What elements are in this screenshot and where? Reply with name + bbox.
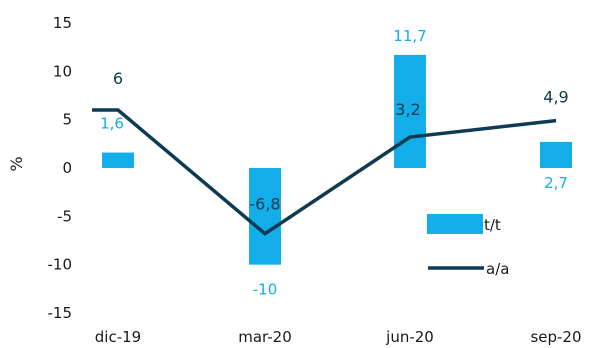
y-tick-label: 0 [62, 159, 72, 177]
bar-label-tt: 1,6 [100, 115, 124, 133]
bar-tt-mar-20 [249, 168, 281, 265]
bar-tt-jun-20 [394, 54, 426, 168]
y-axis-tick-labels: 15 10 5 0 -5 -10 -15 [48, 14, 73, 322]
line-label-aa: 3,2 [395, 100, 420, 119]
x-tick-label: dic-19 [95, 328, 141, 346]
x-tick-label: sep-20 [530, 328, 581, 346]
y-tick-label: 15 [53, 14, 72, 32]
line-series-aa [92, 108, 557, 236]
x-axis-tick-labels: dic-19 mar-20 jun-20 sep-20 [95, 328, 582, 346]
y-axis-title: % [7, 156, 26, 171]
line-aa [92, 108, 557, 236]
bar-label-tt: 2,7 [544, 174, 568, 192]
bar-label-tt: 11,7 [393, 27, 426, 45]
bar-tt-dic-19 [102, 152, 134, 168]
legend-swatch-tt [427, 214, 483, 234]
legend-label-tt: t/t [484, 216, 501, 234]
line-label-aa: 6 [113, 69, 123, 88]
line-label-aa: -6,8 [249, 195, 280, 214]
y-tick-label: -15 [48, 304, 73, 322]
legend-label-aa: a/a [486, 260, 509, 278]
line-label-aa: 4,9 [543, 88, 568, 107]
x-tick-label: jun-20 [385, 328, 434, 346]
y-tick-label: -10 [48, 256, 73, 274]
x-tick-label: mar-20 [238, 328, 292, 346]
y-tick-label: 10 [53, 62, 72, 80]
bar-series-tt [102, 54, 572, 265]
y-tick-label: -5 [57, 207, 72, 225]
line-data-labels: 6 -6,8 3,2 4,9 [113, 69, 569, 214]
bar-tt-sep-20 [540, 141, 572, 168]
y-tick-label: 5 [62, 111, 72, 129]
legend: t/t a/a [427, 214, 509, 278]
bar-data-labels: 1,6 -10 11,7 2,7 [100, 27, 568, 299]
bar-label-tt: -10 [253, 281, 278, 299]
